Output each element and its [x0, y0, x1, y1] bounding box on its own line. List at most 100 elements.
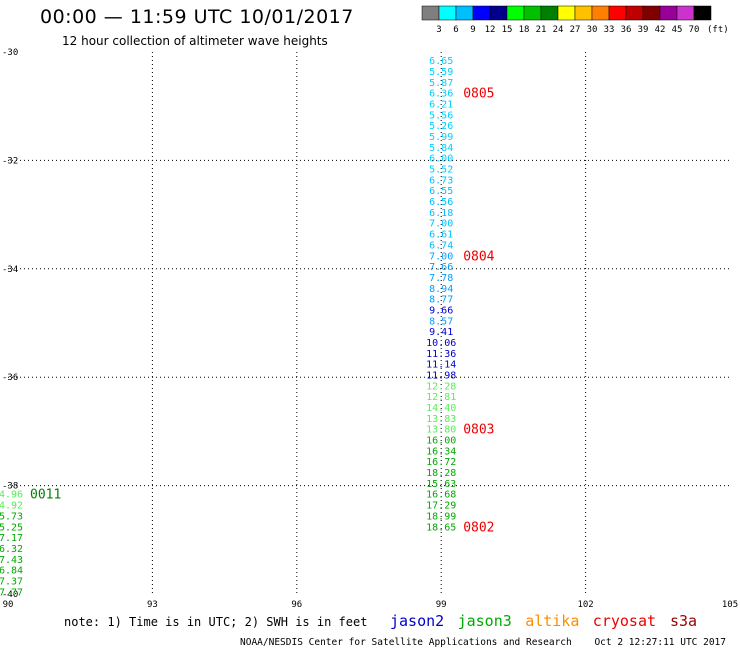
colorbar-label: 6 — [453, 25, 458, 35]
chart-title: 00:00 — 11:59 UTC 10/01/2017 — [40, 6, 354, 28]
wave-height-label: 7.00 — [429, 219, 453, 230]
chart-subtitle: 12 hour collection of altimeter wave hei… — [62, 34, 328, 48]
wave-height-label: 5.56 — [429, 110, 453, 121]
y-tick-label: -32 — [2, 156, 18, 166]
axis-ticks: 90 93 96 99 102 105 -30 -32 -34 -36 -38 -40 — [2, 48, 738, 610]
wave-height-label: 14.96 — [0, 490, 23, 501]
mission-legend-jason3: jason3 — [458, 612, 512, 630]
colorbar-swatch — [523, 5, 542, 21]
y-tick-label: -34 — [2, 265, 18, 275]
colorbar-swatch — [608, 5, 627, 21]
wave-height-label: 18.28 — [426, 468, 456, 479]
wave-height-label: 6.61 — [429, 230, 453, 241]
wave-height-label: 13.80 — [426, 425, 456, 436]
colorbar-swatch — [659, 5, 678, 21]
x-tick-label: 93 — [147, 600, 158, 610]
x-tick-label: 90 — [3, 600, 14, 610]
wave-height-label: 11.36 — [426, 349, 456, 360]
colorbar-label: 36 — [621, 25, 632, 35]
wave-height-label: 17.37 — [0, 576, 23, 587]
colorbar-label: 15 — [502, 25, 513, 35]
wave-height-label: 5.87 — [429, 78, 453, 89]
colorbar-swatch — [591, 5, 610, 21]
wave-height-label: 8.94 — [429, 284, 453, 295]
colorbar-swatch — [438, 5, 457, 21]
wave-height-label: 15.63 — [426, 479, 456, 490]
colorbar-swatch — [625, 5, 644, 21]
y-tick-label: -40 — [2, 590, 18, 600]
mission-legend-cryosat: cryosat — [593, 612, 656, 630]
wave-height-label: 15.25 — [0, 522, 23, 533]
colorbar-swatch — [557, 5, 576, 21]
time-label: 0805 — [463, 87, 494, 102]
wave-height-label: 11.14 — [426, 360, 456, 371]
colorbar-swatch — [489, 5, 508, 21]
y-tick-label: -30 — [2, 48, 18, 58]
colorbar-label: 45 — [672, 25, 683, 35]
time-label: 0804 — [463, 249, 494, 264]
credit-text: NOAA/NESDIS Center for Satellite Applica… — [240, 637, 572, 648]
wave-height-label: 8.57 — [429, 316, 453, 327]
generated-timestamp: Oct 2 12:27:11 UTC 2017 — [594, 637, 726, 648]
wave-height-label: 5.52 — [429, 165, 453, 176]
colorbar-swatch — [642, 5, 661, 21]
wave-height-label: 6.55 — [429, 186, 453, 197]
wave-height-label: 6.56 — [429, 197, 453, 208]
wave-height-label: 17.77 — [0, 587, 23, 598]
colorbar-unit: (ft) — [707, 25, 729, 35]
colorbar-swatch — [693, 5, 712, 21]
wave-height-label: 6.21 — [429, 99, 453, 110]
wave-height-label: 9.66 — [429, 305, 453, 316]
wave-height-label: 16.72 — [426, 457, 456, 468]
time-label: 0802 — [463, 520, 494, 535]
wave-height-label: 12.28 — [426, 381, 456, 392]
wave-height-label: 17.43 — [0, 555, 23, 566]
colorbar-label: 27 — [570, 25, 581, 35]
wave-height-label: 16.00 — [426, 436, 456, 447]
wave-height-label: 15.73 — [0, 511, 23, 522]
footer: note: 1) Time is in UTC; 2) SWH is in fe… — [64, 612, 726, 648]
wave-height-label: 5.59 — [429, 67, 453, 78]
colorbar-label: 3 — [436, 25, 441, 35]
colorbar-label: 9 — [470, 25, 475, 35]
mission-legend-jason2: jason2 — [390, 612, 444, 630]
wave-height-label: 5.26 — [429, 121, 453, 132]
time-label: 0803 — [463, 423, 494, 438]
wave-height-label: 5.99 — [429, 132, 453, 143]
wave-height-label: 7.78 — [429, 273, 453, 284]
wave-height-label: 7.66 — [429, 262, 453, 273]
y-tick-label: -36 — [2, 373, 18, 383]
wave-height-label: 17.29 — [426, 501, 456, 512]
colorbar-label: 24 — [553, 25, 564, 35]
wave-height-label: 17.17 — [0, 533, 23, 544]
colorbar-label: 12 — [485, 25, 496, 35]
footnote: note: 1) Time is in UTC; 2) SWH is in fe… — [64, 615, 367, 629]
colorbar-swatch — [472, 5, 491, 21]
colorbar-swatch — [506, 5, 525, 21]
wave-height-label: 16.32 — [0, 544, 23, 555]
y-tick-label: -38 — [2, 482, 18, 492]
data-labels: 6.655.595.876.366.215.565.265.995.846.00… — [0, 56, 495, 598]
x-tick-label: 96 — [291, 600, 302, 610]
colorbar-label: 21 — [536, 25, 547, 35]
colorbar-label: 30 — [587, 25, 598, 35]
wave-height-label: 6.74 — [429, 240, 453, 251]
wave-height-label: 9.41 — [429, 327, 453, 338]
colorbar-swatch — [574, 5, 593, 21]
time-label: 0011 — [30, 488, 61, 503]
wave-height-label: 11.98 — [426, 370, 456, 381]
wave-height-label: 6.36 — [429, 89, 453, 100]
mission-legend-altika: altika — [525, 612, 579, 630]
colorbar: 3 6 9 12 15 18 21 24 27 30 33 36 39 42 45 70 (ft) — [421, 5, 729, 35]
wave-height-label: 7.00 — [429, 251, 453, 262]
wave-height-label: 18.99 — [426, 511, 456, 522]
wave-height-label: 10.06 — [426, 338, 456, 349]
wave-height-label: 6.00 — [429, 154, 453, 165]
grid-lines — [8, 52, 730, 594]
wave-height-label: 6.73 — [429, 175, 453, 186]
colorbar-swatch — [540, 5, 559, 21]
wave-height-label: 16.84 — [0, 566, 23, 577]
x-tick-label: 102 — [577, 600, 593, 610]
wave-height-label: 6.18 — [429, 208, 453, 219]
